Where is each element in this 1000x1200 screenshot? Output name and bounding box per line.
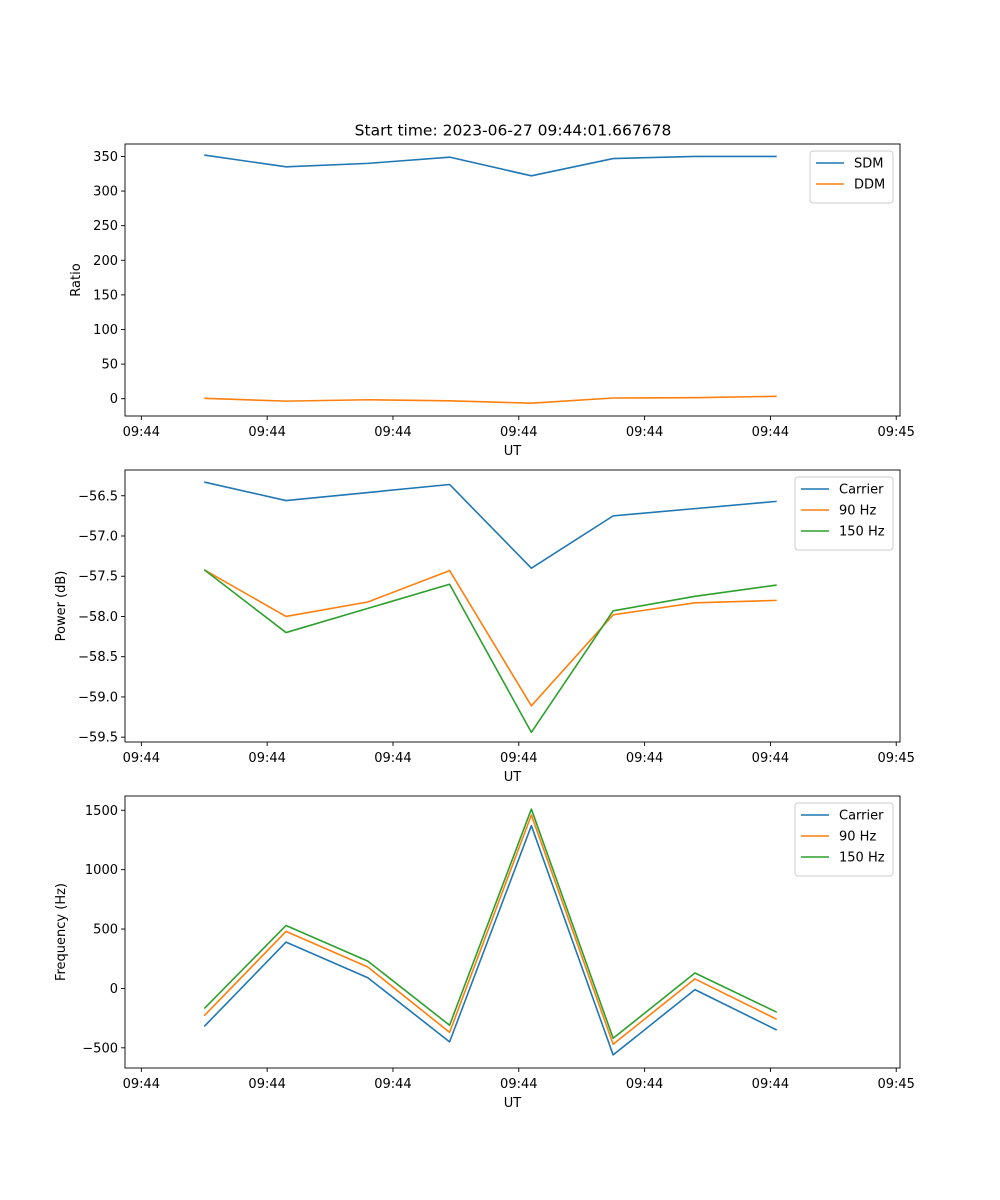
x-tick-label: 09:44 [752, 751, 789, 766]
x-tick-label: 09:44 [752, 1077, 789, 1092]
axes-frame [124, 143, 901, 417]
axes-frame [124, 795, 901, 1069]
chart-3: 09:44 09:44 09:44 09:44 09:44 09:44 09:45 −500 0… [54, 795, 915, 1111]
x-tick-label: 09:44 [500, 751, 537, 766]
series-line-ddm [204, 395, 777, 405]
y-tick-label: −57.0 [78, 529, 118, 544]
chart-1: 09:44 09:44 09:44 09:44 09:44 09:44 09:45 0 50 10… [69, 143, 915, 459]
y-axis-label: Ratio [69, 263, 84, 296]
figure-title: Start time: 2023-06-27 09:44:01.667678 [355, 122, 672, 140]
legend: Carrier 90 Hz 150 Hz [794, 802, 894, 877]
plots-group: 09:44 09:44 09:44 09:44 09:44 09:44 09:45 0 50 10… [54, 143, 915, 1111]
legend-label: 90 Hz [839, 504, 876, 519]
x-tick-label: 09:44 [626, 425, 663, 440]
y-tick-label: 350 [93, 150, 118, 165]
y-tick-label: −59.0 [78, 690, 118, 705]
y-tick-label: 150 [93, 288, 118, 303]
y-tick-label: −57.5 [78, 570, 118, 585]
x-tick-label: 09:44 [123, 425, 160, 440]
legend-label: Carrier [839, 809, 884, 824]
legend-label: 90 Hz [839, 830, 876, 845]
legend-label: Carrier [839, 483, 884, 498]
x-tick-label: 09:44 [752, 425, 789, 440]
y-tick-label: 100 [93, 323, 118, 338]
x-tick-label: 09:44 [626, 751, 663, 766]
x-axis-label: UT [504, 444, 522, 459]
legend-label: SDM [854, 157, 883, 172]
legend-label: 150 Hz [839, 851, 885, 866]
legend: Carrier 90 Hz 150 Hz [794, 476, 894, 551]
legend-label: 150 Hz [839, 525, 885, 540]
x-axis-label: UT [504, 1096, 522, 1111]
series-line-90-hz [203, 814, 778, 1046]
chart-2: 09:44 09:44 09:44 09:44 09:44 09:44 09:45 −59.5… [54, 469, 915, 785]
series-line-carrier [204, 481, 777, 569]
x-tick-label: 09:44 [500, 1077, 537, 1092]
x-tick-label: 09:44 [248, 751, 285, 766]
y-axis-label: Power (dB) [54, 571, 69, 642]
y-tick-label: 0 [110, 392, 118, 407]
y-tick-label: −58.5 [78, 650, 118, 665]
x-tick-label: 09:44 [374, 425, 411, 440]
x-tick-label: 09:44 [374, 751, 411, 766]
y-tick-label: −59.5 [78, 731, 118, 746]
series-line-sdm [204, 154, 777, 177]
x-tick-label: 09:44 [248, 1077, 285, 1092]
legend-frame [809, 150, 894, 204]
y-tick-label: 50 [101, 358, 118, 373]
x-tick-label: 09:44 [123, 1077, 160, 1092]
series-line-150-hz [203, 569, 777, 734]
axes-frame [124, 469, 901, 743]
legend: SDM DDM [809, 150, 894, 204]
x-tick-label: 09:45 [877, 1077, 914, 1092]
x-tick-label: 09:45 [877, 425, 914, 440]
y-tick-label: 200 [93, 254, 118, 269]
x-tick-label: 09:44 [626, 1077, 663, 1092]
series-line-90-hz [203, 569, 777, 707]
x-tick-label: 09:44 [374, 1077, 411, 1092]
legend-label: DDM [854, 178, 885, 193]
x-tick-label: 09:44 [248, 425, 285, 440]
y-tick-label: −58.0 [78, 610, 118, 625]
y-tick-label: 300 [93, 185, 118, 200]
x-tick-label: 09:44 [500, 425, 537, 440]
y-tick-label: 1500 [85, 804, 118, 819]
series-line-carrier [203, 824, 778, 1056]
x-axis-label: UT [504, 770, 522, 785]
x-tick-label: 09:44 [123, 751, 160, 766]
y-tick-label: 1000 [85, 863, 118, 878]
x-tick-label: 09:45 [877, 751, 914, 766]
y-tick-label: −500 [82, 1041, 118, 1056]
y-axis-label: Frequency (Hz) [54, 883, 69, 981]
y-tick-label: 250 [93, 219, 118, 234]
y-tick-label: 500 [93, 923, 118, 938]
series-line-150-hz [203, 808, 778, 1040]
y-tick-label: −56.5 [78, 489, 118, 504]
y-tick-label: 0 [110, 982, 118, 997]
